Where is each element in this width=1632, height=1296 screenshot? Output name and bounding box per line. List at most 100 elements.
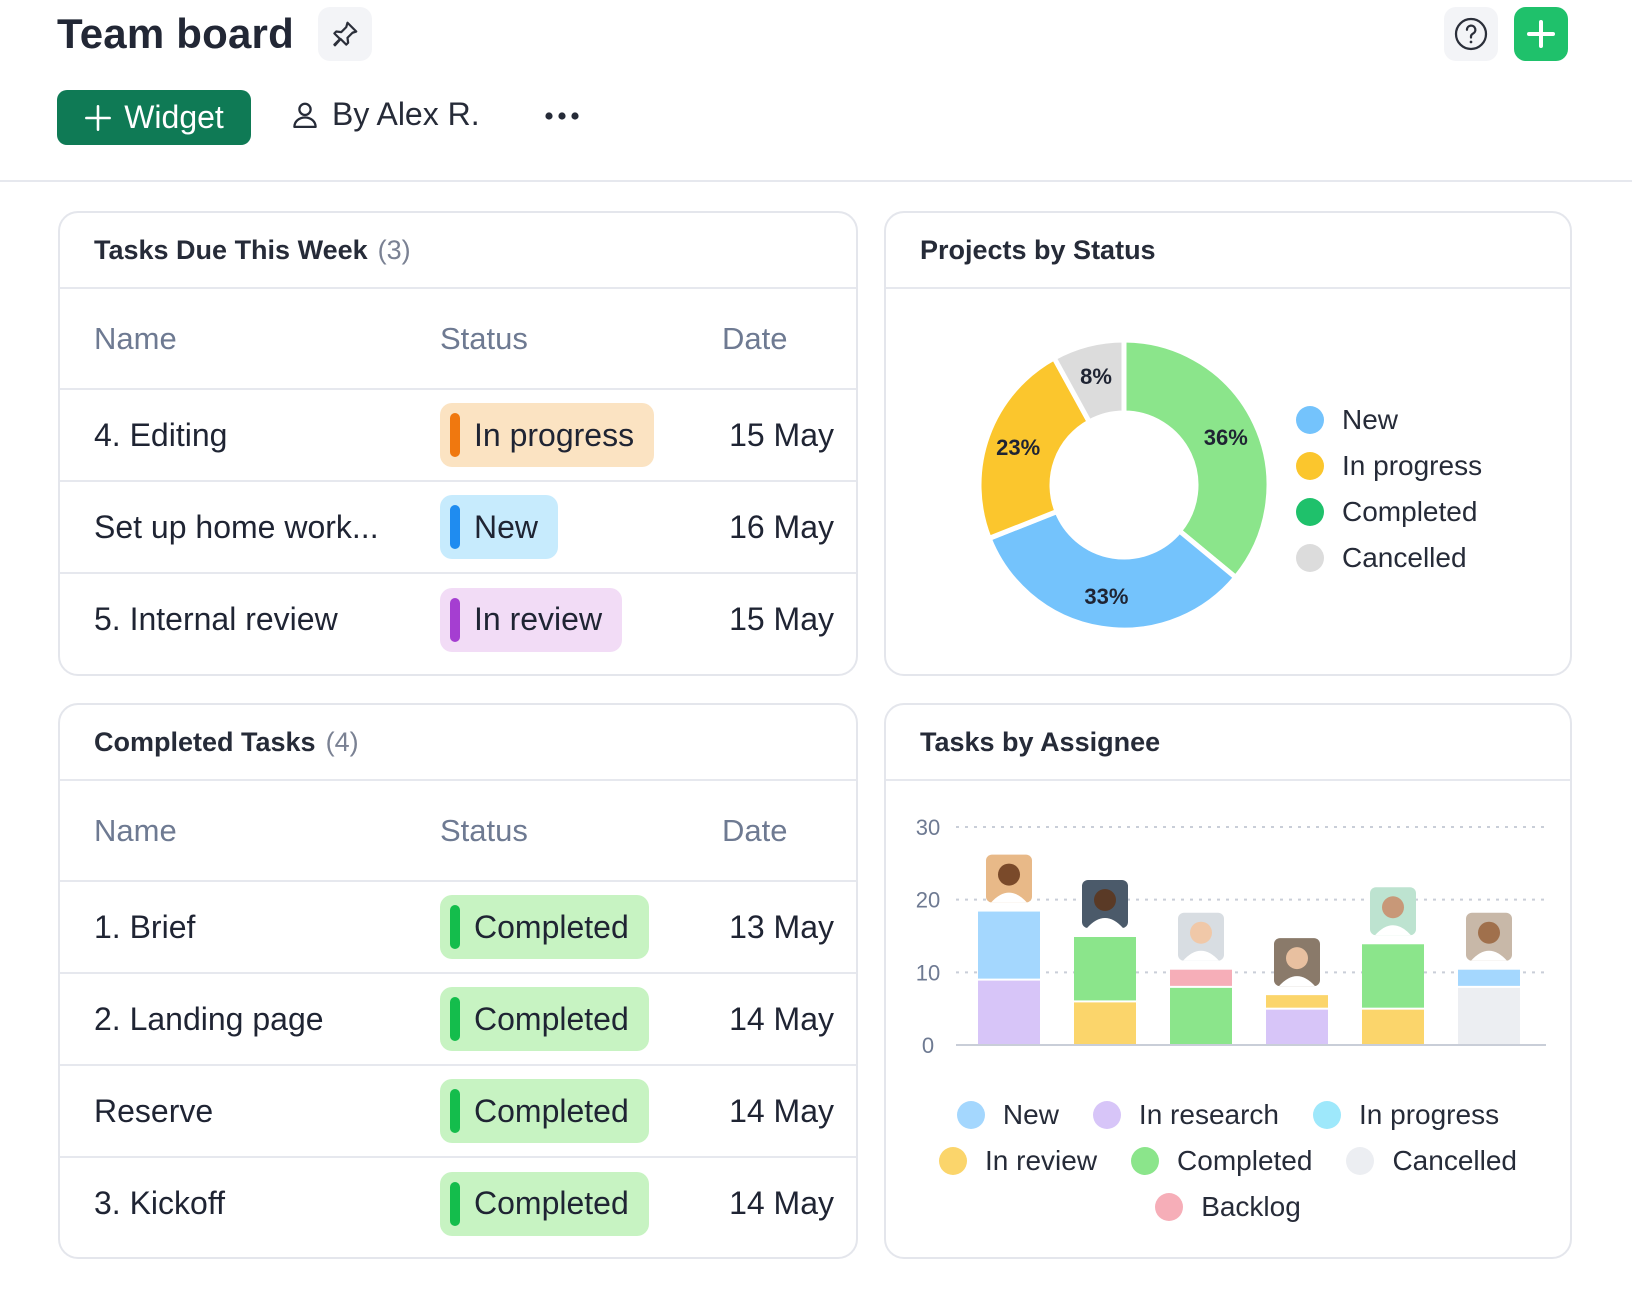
widget-header: Completed Tasks (4) xyxy=(60,705,856,781)
legend-dot xyxy=(1296,498,1324,526)
task-name: 2. Landing page xyxy=(60,973,440,1066)
legend-item-cancelled[interactable]: Cancelled xyxy=(1296,535,1482,581)
donut-legend: New In progress Completed Cancelled xyxy=(1296,397,1482,581)
task-name: 1. Brief xyxy=(60,881,440,974)
legend-label: In progress xyxy=(1342,450,1483,481)
assignee-avatar[interactable] xyxy=(1082,880,1128,928)
bar-segment-in-review[interactable] xyxy=(1074,1002,1136,1044)
pin-icon xyxy=(333,21,358,47)
bar-legend-row: New In research In progress xyxy=(886,1095,1570,1135)
task-name: Set up home work... xyxy=(60,481,440,574)
slice-label: 36% xyxy=(1204,425,1248,450)
legend-item-in-progress[interactable]: In progress xyxy=(1313,1095,1499,1135)
bar-segment-completed[interactable] xyxy=(1074,937,1136,1001)
legend-item-new[interactable]: New xyxy=(956,1095,1059,1135)
bar-segment-in-research[interactable] xyxy=(978,980,1040,1044)
legend-item-new[interactable]: New xyxy=(1296,397,1482,443)
column-header-name[interactable]: Name xyxy=(60,289,440,390)
widget-title: Completed Tasks xyxy=(94,726,316,757)
bar-segment-completed[interactable] xyxy=(1362,944,1424,1008)
task-name: 5. Internal review xyxy=(94,601,338,637)
widget-title: Projects by Status xyxy=(920,234,1156,265)
status-badge[interactable]: Completed xyxy=(440,1079,649,1143)
status-indicator xyxy=(450,1089,460,1133)
status-badge[interactable]: In review xyxy=(440,587,623,652)
slice-label: 23% xyxy=(996,435,1040,460)
column-header-date[interactable]: Date xyxy=(710,289,856,390)
widget-header: Tasks by Assignee xyxy=(886,705,1570,781)
legend-item-backlog[interactable]: Backlog xyxy=(1155,1187,1301,1227)
status-label: Completed xyxy=(474,908,629,945)
status-badge[interactable]: Completed xyxy=(440,895,649,959)
donut-slice-in-progress[interactable] xyxy=(976,354,1093,542)
table-row[interactable]: 5. Internal review In review 15 May xyxy=(60,573,856,665)
stacked-bar-chart: 0 10 20 30 xyxy=(916,815,1546,1058)
table-row[interactable]: 4. Editing In progress 15 May xyxy=(60,389,856,482)
bar-segment-backlog[interactable] xyxy=(1170,969,1232,986)
bar-segment-in-research[interactable] xyxy=(1266,1009,1328,1044)
status-badge[interactable]: New xyxy=(440,495,559,559)
column-header-name[interactable]: Name xyxy=(60,781,440,882)
y-tick-label: 0 xyxy=(922,1033,934,1058)
legend-item-completed[interactable]: Completed xyxy=(1296,489,1482,535)
tasks-due-widget: Tasks Due This Week (3) Name Status Date… xyxy=(58,211,858,676)
column-header-status[interactable]: Status xyxy=(440,781,710,882)
tasks-by-assignee-widget: Tasks by Assignee 0 10 20 30 New In researc… xyxy=(884,703,1572,1259)
legend-label: Completed xyxy=(1177,1145,1313,1176)
legend-dot xyxy=(1296,406,1324,434)
pin-button[interactable] xyxy=(318,7,372,61)
table-row[interactable]: Reserve Completed 14 May xyxy=(60,1065,856,1158)
status-badge[interactable]: Completed xyxy=(440,987,649,1051)
bar-segment-in-review[interactable] xyxy=(1362,1009,1424,1044)
more-options-button[interactable] xyxy=(540,96,584,136)
add-button[interactable] xyxy=(1514,7,1568,61)
task-name: Reserve xyxy=(60,1065,440,1158)
assignee-avatar[interactable] xyxy=(986,854,1032,903)
add-widget-button[interactable]: Widget xyxy=(57,90,251,145)
legend-item-in-research[interactable]: In research xyxy=(1092,1095,1279,1135)
legend-label: New xyxy=(1342,404,1399,435)
status-badge[interactable]: Completed xyxy=(440,1171,649,1236)
assignee-avatar[interactable] xyxy=(1370,887,1416,936)
bar-segment-new[interactable] xyxy=(1458,969,1520,986)
legend-dot xyxy=(1131,1147,1160,1175)
owner-filter[interactable]: By Alex R. xyxy=(290,96,480,133)
legend-label: In research xyxy=(1138,1099,1279,1130)
status-badge[interactable]: In progress xyxy=(440,403,655,467)
legend-item-cancelled[interactable]: Cancelled xyxy=(1346,1141,1517,1181)
donut-slice-new[interactable] xyxy=(985,508,1240,633)
completed-tasks-table: Name Status Date 1. Brief Completed 13 M… xyxy=(60,781,856,1249)
legend-label: Cancelled xyxy=(1392,1145,1517,1176)
table-row[interactable]: 1. Brief Completed 13 May xyxy=(60,881,856,974)
bar-segment-new[interactable] xyxy=(978,911,1040,979)
plus-icon xyxy=(1527,20,1555,48)
bar-segment-cancelled[interactable] xyxy=(1458,987,1520,1044)
table-row[interactable]: 3. Kickoff Completed 14 May xyxy=(60,1157,856,1249)
legend-item-in-review[interactable]: In review xyxy=(939,1141,1097,1181)
column-header-date[interactable]: Date xyxy=(710,781,856,882)
legend-item-completed[interactable]: Completed xyxy=(1131,1141,1312,1181)
widget-title: Tasks by Assignee xyxy=(920,726,1161,757)
add-widget-label: Widget xyxy=(124,99,224,135)
y-tick-label: 20 xyxy=(916,888,940,913)
legend-item-in-progress[interactable]: In progress xyxy=(1296,443,1482,489)
help-button[interactable] xyxy=(1444,7,1498,61)
status-label: In review xyxy=(474,601,603,637)
bar-segment-completed[interactable] xyxy=(1170,987,1232,1044)
donut-slice-completed[interactable] xyxy=(1121,337,1272,581)
status-indicator xyxy=(450,1181,460,1226)
status-label: Completed xyxy=(474,1000,629,1037)
assignee-avatar[interactable] xyxy=(1274,938,1320,987)
legend-label: In review xyxy=(985,1145,1098,1176)
table-row[interactable]: 2. Landing page Completed 14 May xyxy=(60,973,856,1066)
assignee-avatar[interactable] xyxy=(1466,912,1512,961)
bar-segment-in-review[interactable] xyxy=(1266,995,1328,1008)
status-indicator xyxy=(450,413,460,457)
assignee-avatar[interactable] xyxy=(1178,912,1224,961)
legend-dot xyxy=(1092,1101,1121,1129)
table-row[interactable]: Set up home work... New 16 May xyxy=(60,481,856,574)
y-tick-label: 10 xyxy=(916,960,940,985)
donut-chart: 36% 33% 23% 8% xyxy=(976,337,1272,633)
column-header-status[interactable]: Status xyxy=(440,289,710,390)
donut-slice-cancelled[interactable] xyxy=(1050,337,1127,426)
